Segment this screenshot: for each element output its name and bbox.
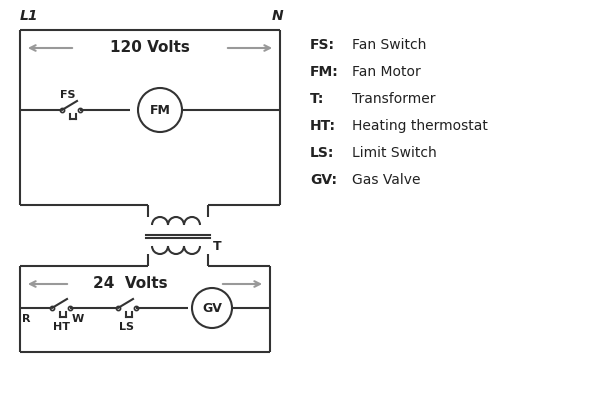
Text: FM: FM	[149, 104, 171, 116]
Text: Limit Switch: Limit Switch	[352, 146, 437, 160]
Text: Fan Motor: Fan Motor	[352, 65, 421, 79]
Text: HT: HT	[53, 322, 70, 332]
Text: 120 Volts: 120 Volts	[110, 40, 190, 56]
Text: LS: LS	[120, 322, 135, 332]
Text: L1: L1	[20, 9, 38, 23]
Text: FS: FS	[60, 90, 76, 100]
Text: N: N	[272, 9, 284, 23]
Text: LS:: LS:	[310, 146, 335, 160]
Text: FS:: FS:	[310, 38, 335, 52]
Text: FM:: FM:	[310, 65, 339, 79]
Text: HT:: HT:	[310, 119, 336, 133]
Text: Heating thermostat: Heating thermostat	[352, 119, 488, 133]
Text: T: T	[213, 240, 222, 252]
Text: 24  Volts: 24 Volts	[93, 276, 168, 292]
Text: R: R	[22, 314, 31, 324]
Text: Fan Switch: Fan Switch	[352, 38, 427, 52]
Text: Transformer: Transformer	[352, 92, 435, 106]
Text: GV:: GV:	[310, 173, 337, 187]
Text: GV: GV	[202, 302, 222, 314]
Text: W: W	[72, 314, 84, 324]
Text: T:: T:	[310, 92, 324, 106]
Text: Gas Valve: Gas Valve	[352, 173, 421, 187]
